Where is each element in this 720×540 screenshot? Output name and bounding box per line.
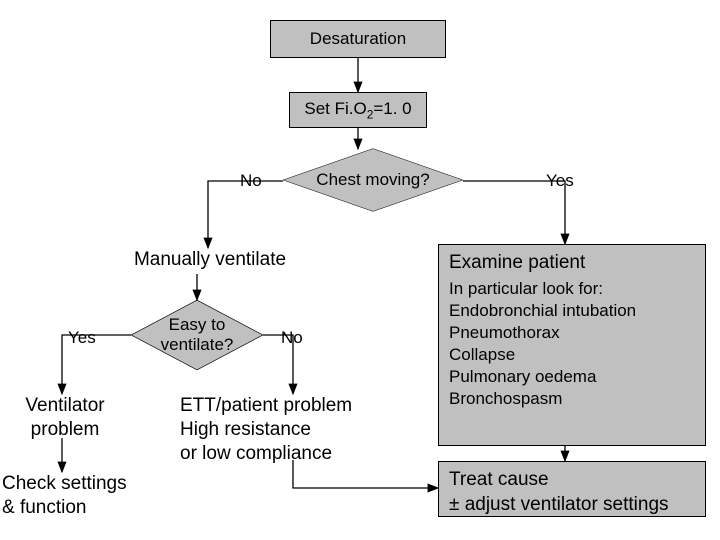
- node-label: Manually ventilate: [134, 249, 286, 270]
- examine-line: Collapse: [449, 344, 695, 366]
- edge-label-no: No: [281, 327, 303, 348]
- examine-line: Pulmonary oedema: [449, 366, 695, 388]
- node-label: Chest moving?: [283, 148, 463, 212]
- examine-line: Pneumothorax: [449, 322, 695, 344]
- node-ventilator-problem: Ventilator problem: [10, 394, 120, 442]
- node-ett-problem: ETT/patient problem High resistance or l…: [180, 394, 410, 465]
- node-title: Examine patient: [449, 251, 695, 276]
- edge-label-no: No: [240, 170, 262, 191]
- examine-line: Bronchospasm: [449, 388, 695, 410]
- flowchart-canvas: Desaturation Set Fi.O2=1. 0 Chest moving…: [0, 0, 720, 540]
- node-easy-to-ventilate: Easy to ventilate?: [131, 300, 263, 370]
- examine-line: Endobronchial intubation: [449, 300, 695, 322]
- node-examine-patient: Examine patient In particular look for: …: [438, 244, 706, 446]
- edge-label-yes: Yes: [68, 327, 96, 348]
- examine-line: In particular look for:: [449, 278, 695, 300]
- node-desaturation: Desaturation: [270, 20, 446, 58]
- treat-line: Treat cause: [449, 468, 695, 493]
- node-check-settings: Check settings & function: [2, 472, 152, 520]
- node-treat-cause: Treat cause ± adjust ventilator settings: [438, 461, 706, 517]
- node-manually-ventilate: Manually ventilate: [115, 248, 305, 272]
- edge-label-yes: Yes: [546, 170, 574, 191]
- treat-line: ± adjust ventilator settings: [449, 493, 695, 518]
- node-chest-moving: Chest moving?: [283, 148, 463, 212]
- node-label: Easy to ventilate?: [131, 300, 263, 370]
- node-label: Desaturation: [310, 29, 406, 49]
